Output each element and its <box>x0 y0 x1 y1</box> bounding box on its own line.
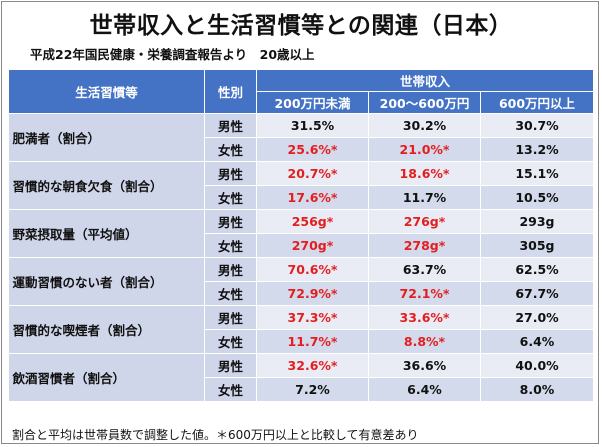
value-cell: 36.6% <box>368 353 481 378</box>
value-cell: 20.7%* <box>256 161 369 186</box>
value-cell: 293g <box>480 209 594 234</box>
value-cell: 70.6%* <box>256 257 369 282</box>
value-cell: 63.7% <box>368 257 481 282</box>
footnote: 割合と平均は世帯員数で調整した値。＊600万円以上と比較して有意差あり <box>12 428 419 442</box>
row-sex-label: 男性 <box>204 305 257 330</box>
value-cell: 276g* <box>368 209 481 234</box>
row-sex-label: 女性 <box>204 137 257 162</box>
value-cell: 270g* <box>256 233 369 258</box>
value-cell: 18.6%* <box>368 161 481 186</box>
value-cell: 40.0% <box>480 353 594 378</box>
row-item-label: 野菜摂取量（平均値） <box>8 209 205 258</box>
value-cell: 37.3%* <box>256 305 369 330</box>
row-sex-label: 男性 <box>204 353 257 378</box>
header-income-group: 200万円未満 <box>256 91 369 114</box>
page-title: 世帯収入と生活習慣等との関連（日本） <box>89 13 513 39</box>
value-cell: 30.2% <box>368 113 481 138</box>
row-sex-label: 女性 <box>204 281 257 306</box>
table-row: 飲酒習慣者（割合） 男性 32.6%* 36.6% 40.0% <box>8 353 594 402</box>
row-item-label: 肥満者（割合） <box>8 113 205 162</box>
row-sex-label: 男性 <box>204 113 257 138</box>
table-row: 女性 72.9%* 72.1%* 67.7% <box>9 281 594 306</box>
table-row: 女性 270g* 278g* 305g <box>9 233 594 258</box>
value-cell: 11.7% <box>368 185 481 210</box>
row-item-label: 習慣的な喫煙者（割合） <box>8 305 205 354</box>
table-row: 女性 11.7%* 8.8%* 6.4% <box>9 329 594 354</box>
value-cell: 6.4% <box>480 329 594 354</box>
table-row: 習慣的な朝食欠食（割合） 男性 20.7%* 18.6%* 15.1% <box>8 161 594 210</box>
value-cell: 31.5% <box>256 113 369 138</box>
header-income-group: 200〜600万円 <box>368 91 481 114</box>
value-cell: 305g <box>480 233 594 258</box>
value-cell: 15.1% <box>480 161 594 186</box>
value-cell: 13.2% <box>480 137 594 162</box>
table-body: 肥満者（割合） 男性 31.5% 30.2% 30.7% 女性 25.6%* 21.0%* 13… <box>8 113 594 402</box>
value-cell: 32.6%* <box>256 353 369 378</box>
value-cell: 67.7% <box>480 281 594 306</box>
header-item: 生活習慣等 <box>8 69 205 114</box>
row-sex-label: 女性 <box>204 329 257 354</box>
value-cell: 7.2% <box>256 377 369 402</box>
value-cell: 278g* <box>368 233 481 258</box>
header-income: 世帯収入 <box>256 69 594 92</box>
table-row: 習慣的な喫煙者（割合） 男性 37.3%* 33.6%* 27.0% <box>8 305 594 354</box>
row-sex-label: 男性 <box>204 161 257 186</box>
header-income-group: 600万円以上 <box>480 91 594 114</box>
row-sex-label: 女性 <box>204 377 257 402</box>
page-subtitle: 平成22年国民健康・栄養調査報告より 20歳以上 <box>30 47 315 62</box>
value-cell: 62.5% <box>480 257 594 282</box>
table-row: 女性 25.6%* 21.0%* 13.2% <box>9 137 594 162</box>
value-cell: 33.6%* <box>368 305 481 330</box>
row-sex-label: 男性 <box>204 257 257 282</box>
table-row: 女性 7.2% 6.4% 8.0% <box>9 377 594 402</box>
row-sex-label: 女性 <box>204 185 257 210</box>
value-cell: 72.1%* <box>368 281 481 306</box>
value-cell: 6.4% <box>368 377 481 402</box>
table-row: 女性 17.6%* 11.7% 10.5% <box>9 185 594 210</box>
value-cell: 30.7% <box>480 113 594 138</box>
value-cell: 25.6%* <box>256 137 369 162</box>
value-cell: 11.7%* <box>256 329 369 354</box>
value-cell: 27.0% <box>480 305 594 330</box>
value-cell: 17.6%* <box>256 185 369 210</box>
row-item-label: 習慣的な朝食欠食（割合） <box>8 161 205 210</box>
table-row: 運動習慣のない者（割合） 男性 70.6%* 63.7% 62.5% <box>8 257 594 306</box>
row-item-label: 飲酒習慣者（割合） <box>8 353 205 402</box>
value-cell: 8.8%* <box>368 329 481 354</box>
row-item-label: 運動習慣のない者（割合） <box>8 257 205 306</box>
header-sex: 性別 <box>204 69 257 114</box>
table-row: 肥満者（割合） 男性 31.5% 30.2% 30.7% <box>8 113 594 162</box>
income-lifestyle-table: 生活習慣等 性別 世帯収入 200万円未満 200〜600万円 600万円以上 … <box>8 69 594 402</box>
table-row: 野菜摂取量（平均値） 男性 256g* 276g* 293g <box>8 209 594 258</box>
value-cell: 10.5% <box>480 185 594 210</box>
value-cell: 256g* <box>256 209 369 234</box>
row-sex-label: 男性 <box>204 209 257 234</box>
value-cell: 8.0% <box>480 377 594 402</box>
value-cell: 72.9%* <box>256 281 369 306</box>
value-cell: 21.0%* <box>368 137 481 162</box>
row-sex-label: 女性 <box>204 233 257 258</box>
